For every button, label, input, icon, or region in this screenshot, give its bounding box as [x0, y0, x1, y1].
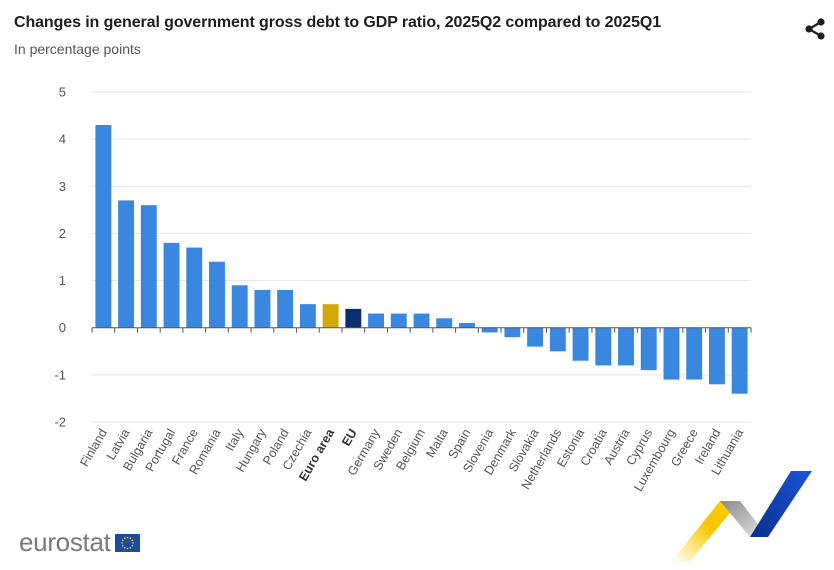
- bar-bulgaria[interactable]: [140, 205, 157, 328]
- bar-finland[interactable]: [95, 125, 112, 328]
- bar-ireland[interactable]: [708, 327, 725, 385]
- decorative-ribbon-icon: [660, 465, 820, 570]
- flag-star: [126, 536, 129, 539]
- bar-netherlands[interactable]: [549, 327, 566, 352]
- y-tick-label: -1: [54, 367, 66, 382]
- bar-sweden[interactable]: [390, 313, 407, 328]
- bar-hungary[interactable]: [254, 290, 271, 328]
- bar-croatia[interactable]: [595, 327, 612, 366]
- flag-star: [121, 542, 123, 544]
- flag-star: [123, 537, 126, 540]
- x-tick-label: EU: [339, 427, 360, 449]
- bars: [95, 125, 748, 394]
- flag-star: [121, 544, 124, 547]
- eurostat-logo: eurostat: [19, 527, 111, 557]
- flag-star: [131, 544, 134, 547]
- y-tick-label: 0: [59, 320, 66, 335]
- bar-slovenia[interactable]: [481, 327, 498, 333]
- x-axis-labels: FinlandLatviaBulgariaPortugalFranceRoman…: [77, 426, 746, 494]
- bar-greece[interactable]: [686, 327, 703, 380]
- bar-latvia[interactable]: [118, 200, 135, 328]
- bar-euro-area[interactable]: [322, 304, 339, 328]
- chart-title: Changes in general government gross debt…: [14, 14, 662, 31]
- share-icon[interactable]: [802, 16, 828, 42]
- y-tick-label: -2: [54, 415, 66, 430]
- bar-germany[interactable]: [368, 313, 385, 328]
- flag-star: [129, 546, 132, 549]
- bar-spain[interactable]: [458, 323, 475, 328]
- x-tick-label: Finland: [77, 426, 110, 469]
- flag-star: [121, 539, 124, 542]
- y-tick-label: 3: [59, 179, 66, 194]
- eu-flag-icon: [115, 534, 140, 552]
- flag-star: [132, 542, 134, 544]
- flag-star: [123, 546, 126, 549]
- bar-poland[interactable]: [277, 290, 294, 328]
- bar-lithuania[interactable]: [731, 327, 748, 394]
- x-axis: [91, 327, 752, 333]
- bar-malta[interactable]: [436, 318, 453, 328]
- y-axis: 5 4 3 2 1 0 -1 -2: [54, 85, 66, 430]
- y-tick-label: 5: [59, 85, 66, 100]
- bar-eu[interactable]: [345, 308, 362, 328]
- bar-czechia[interactable]: [299, 304, 316, 328]
- gridlines: [92, 91, 751, 423]
- flag-star: [126, 547, 129, 550]
- bar-belgium[interactable]: [413, 313, 430, 328]
- bar-france[interactable]: [186, 247, 203, 328]
- bar-cyprus[interactable]: [640, 327, 657, 371]
- chart-subtitle: In percentage points: [14, 41, 141, 57]
- bar-portugal[interactable]: [163, 242, 180, 328]
- y-tick-label: 1: [59, 273, 66, 288]
- bar-italy[interactable]: [231, 285, 248, 328]
- y-tick-label: 2: [59, 226, 66, 241]
- flag-star: [131, 539, 134, 542]
- flag-star: [129, 537, 132, 540]
- bar-estonia[interactable]: [572, 327, 589, 361]
- bar-chart: 5 4 3 2 1 0 -1 -2 FinlandLatviaBulgariaPortugal…: [54, 85, 752, 494]
- bar-romania[interactable]: [209, 261, 225, 328]
- bar-austria[interactable]: [618, 327, 634, 366]
- bar-denmark[interactable]: [504, 327, 521, 338]
- bar-luxembourg[interactable]: [663, 327, 680, 380]
- bar-slovakia[interactable]: [527, 327, 544, 347]
- y-tick-label: 4: [59, 132, 66, 147]
